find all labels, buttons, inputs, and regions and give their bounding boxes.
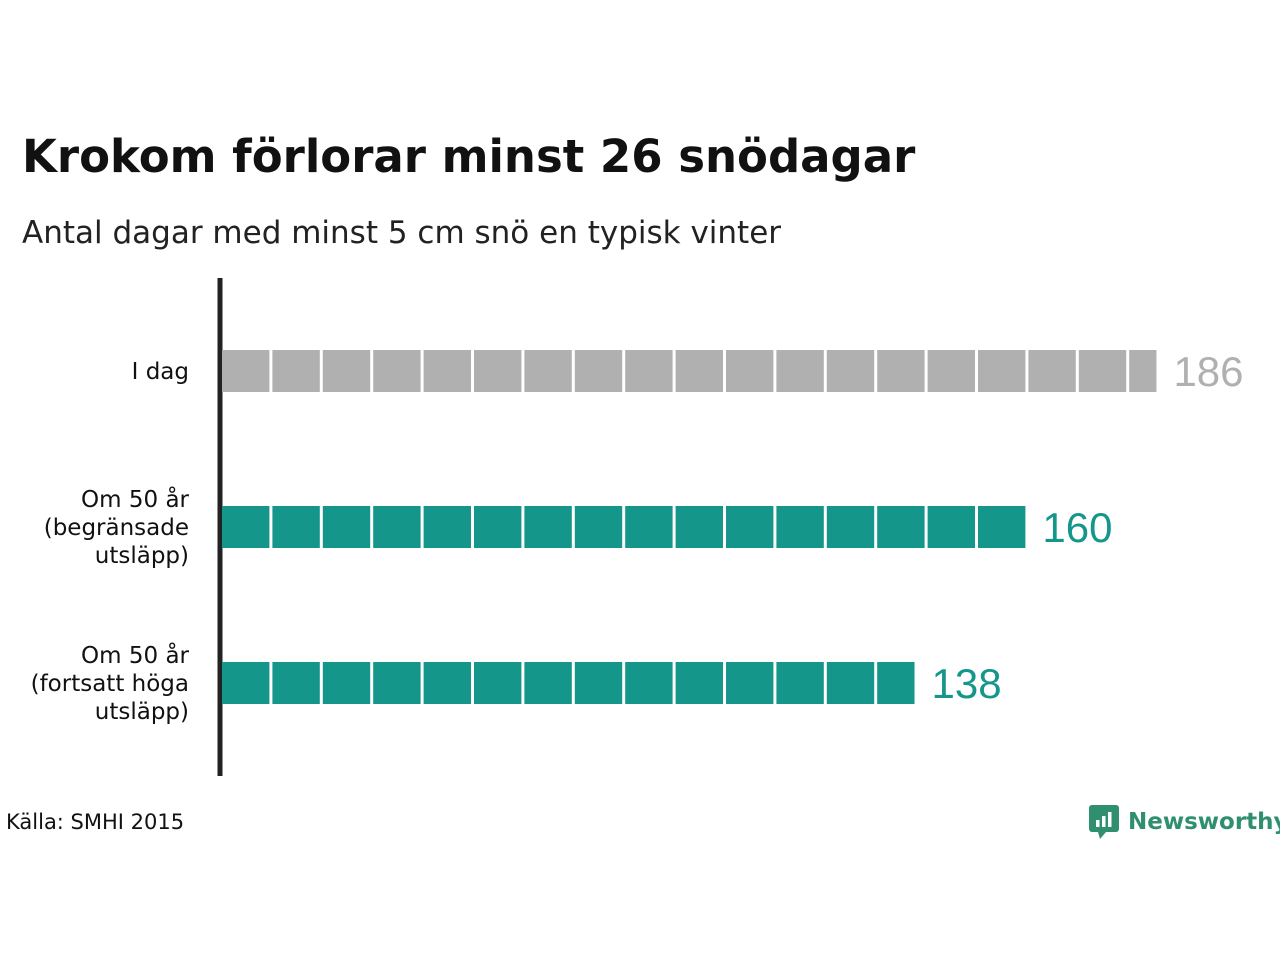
bar-segment	[222, 506, 270, 548]
bar-segment	[322, 506, 371, 548]
bar-segment	[423, 350, 471, 392]
data-label: 186	[1173, 348, 1243, 395]
bar	[222, 506, 1026, 548]
bar-segment	[675, 350, 723, 392]
bar-segment	[474, 506, 522, 548]
bar-segment	[423, 662, 471, 704]
data-label: 138	[932, 660, 1002, 707]
bar-segment	[574, 506, 623, 548]
bar-segment	[675, 662, 723, 704]
bar-segment	[423, 506, 471, 548]
bar-segment	[726, 662, 774, 704]
bar-segment	[877, 350, 925, 392]
bar-segment	[322, 662, 371, 704]
bar-segment	[373, 662, 421, 704]
chart-subtitle: Antal dagar med minst 5 cm snö en typisk…	[22, 215, 782, 251]
bar-segment	[373, 350, 421, 392]
category-label: Om 50 år (begränsade utsläpp)	[44, 485, 190, 569]
bar-segment	[625, 662, 673, 704]
bar	[222, 350, 1157, 392]
bar-segment	[978, 506, 1026, 548]
category-label: Om 50 år (fortsatt höga utsläpp)	[31, 641, 190, 725]
bar-segment	[826, 506, 875, 548]
bar-segment	[222, 662, 270, 704]
bar-segment	[524, 350, 572, 392]
bar-segment	[877, 506, 925, 548]
data-label: 160	[1042, 504, 1112, 551]
bar-segment	[776, 350, 824, 392]
bar-segment	[726, 350, 774, 392]
bar	[222, 662, 915, 704]
bar-segment	[625, 350, 673, 392]
brand-name: Newsworthy	[1128, 809, 1280, 835]
newsworthy-brand: Newsworthy	[1088, 804, 1280, 840]
bar-segment	[1028, 350, 1076, 392]
bar-segment	[927, 350, 975, 392]
bar-segment	[574, 350, 623, 392]
bar-segment	[726, 506, 774, 548]
bar-segment	[826, 662, 875, 704]
source-note: Källa: SMHI 2015	[6, 810, 185, 834]
bar-segment	[776, 662, 824, 704]
bar-segment	[373, 506, 421, 548]
bar-segment	[222, 350, 270, 392]
bar-segment	[625, 506, 673, 548]
bar-segment	[776, 506, 824, 548]
chart-title: Krokom förlorar minst 26 snödagar	[22, 130, 916, 183]
bar-segment	[877, 662, 915, 704]
bar-segment	[524, 506, 572, 548]
bar-segment	[1129, 350, 1157, 392]
bar-segment	[978, 350, 1026, 392]
bar-segment	[524, 662, 572, 704]
bar-segment	[826, 350, 875, 392]
bar-segment	[474, 662, 522, 704]
bar-segment	[675, 506, 723, 548]
bar-segment	[1078, 350, 1127, 392]
newsworthy-logo-icon	[1089, 805, 1119, 839]
bar-segment	[474, 350, 522, 392]
bar-segment	[574, 662, 623, 704]
bar-segment	[322, 350, 371, 392]
category-label: I dag	[132, 359, 189, 385]
bar-segment	[927, 506, 975, 548]
bar-segment	[272, 350, 320, 392]
bar-segment	[272, 662, 320, 704]
bar-segment	[272, 506, 320, 548]
